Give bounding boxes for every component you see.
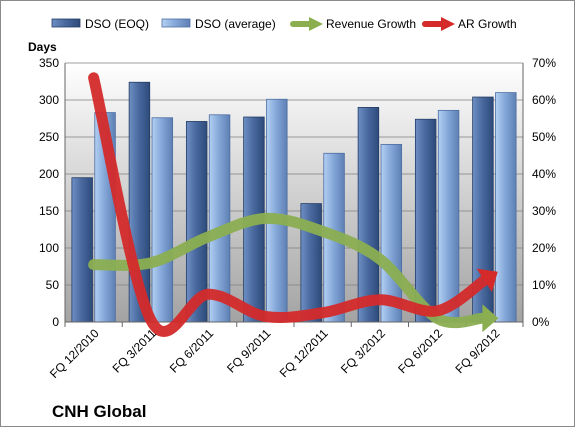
bar-dso-average [266,98,288,323]
y-tick-label: 50 [46,278,60,292]
legend-swatch-arrow [309,17,323,31]
y2-tick-label: 30% [532,204,556,218]
legend-swatch [161,18,191,28]
legend-label: DSO (EOQ) [85,17,149,31]
y-tick-label: 100 [39,241,59,255]
bar-dso-eoq [414,118,437,323]
bar-dso-average [495,92,517,323]
revenue-growth-arrowhead [482,304,499,333]
legend-label: AR Growth [458,17,517,31]
legend-swatch [51,18,81,28]
chart-title: CNH Global [52,402,146,421]
bar-dso-eoq [71,177,93,323]
y2-tick-label: 0% [532,315,550,329]
legend-swatch-arrow [441,17,455,31]
legend-label: Revenue Growth [326,17,416,31]
y-tick-label: 150 [39,204,59,218]
y2-tick-label: 40% [532,167,556,181]
bar-dso-average [437,109,460,323]
legend: DSO (EOQ) DSO (average) Revenue Growth AR G… [51,17,517,31]
y-tick-label: 350 [39,56,59,70]
y2-tick-label: 60% [532,93,556,107]
growth-lines [88,72,499,337]
bar-dso-eoq [357,107,380,323]
bar-dso-average [151,117,174,323]
y2-tick-label: 70% [532,56,556,70]
y2-tick-label: 50% [532,130,556,144]
y-tick-label: 250 [39,130,59,144]
y2-tick-label: 10% [532,278,556,292]
y2-tick-label: 20% [532,241,556,255]
ar-growth-line [88,72,490,337]
y-axis-label: Days [28,40,57,54]
ar-growth-arrowhead [476,268,498,293]
y-tick-label: 200 [39,167,59,181]
y-tick-label: 0 [52,315,59,329]
y-tick-label: 300 [39,93,59,107]
legend-label: DSO (average) [195,17,276,31]
